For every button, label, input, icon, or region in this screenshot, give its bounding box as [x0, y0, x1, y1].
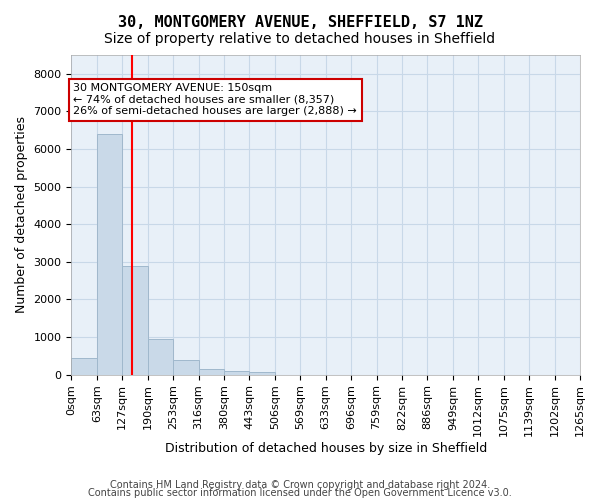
Text: Size of property relative to detached houses in Sheffield: Size of property relative to detached ho… — [104, 32, 496, 46]
Bar — [148, 339, 173, 374]
Bar — [224, 371, 250, 374]
Text: Contains HM Land Registry data © Crown copyright and database right 2024.: Contains HM Land Registry data © Crown c… — [110, 480, 490, 490]
Bar — [173, 360, 199, 374]
X-axis label: Distribution of detached houses by size in Sheffield: Distribution of detached houses by size … — [164, 442, 487, 455]
Bar — [250, 372, 275, 374]
Bar — [71, 358, 97, 374]
Text: 30 MONTGOMERY AVENUE: 150sqm
← 74% of detached houses are smaller (8,357)
26% of: 30 MONTGOMERY AVENUE: 150sqm ← 74% of de… — [73, 83, 357, 116]
Bar — [122, 266, 148, 374]
Text: 30, MONTGOMERY AVENUE, SHEFFIELD, S7 1NZ: 30, MONTGOMERY AVENUE, SHEFFIELD, S7 1NZ — [118, 15, 482, 30]
Bar — [97, 134, 122, 374]
Text: Contains public sector information licensed under the Open Government Licence v3: Contains public sector information licen… — [88, 488, 512, 498]
Bar — [199, 369, 224, 374]
Y-axis label: Number of detached properties: Number of detached properties — [15, 116, 28, 314]
